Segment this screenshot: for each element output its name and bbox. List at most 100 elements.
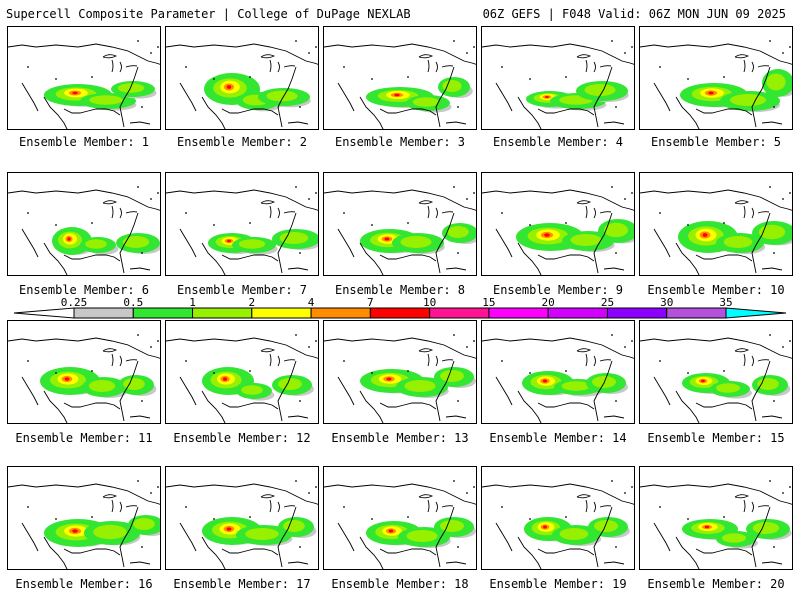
map-island-dot [457, 546, 459, 548]
map-island-dot [789, 46, 791, 48]
ensemble-member-map [481, 172, 635, 276]
map-boundary-line [537, 402, 595, 410]
colorbar-segment [369, 307, 431, 319]
map-canvas [324, 480, 476, 569]
product-title: Supercell Composite Parameter | College … [6, 7, 411, 21]
map-island-dot [157, 46, 159, 48]
map-island-dot [615, 252, 617, 254]
map-boundary-line [640, 337, 792, 359]
ensemble-member-label: Ensemble Member: 7 [176, 283, 308, 297]
map-island-dot [141, 106, 143, 108]
map-island-dot [213, 78, 215, 80]
map-boundary-line [761, 415, 783, 419]
map-island-dot [137, 480, 139, 482]
map-island-dot [371, 518, 373, 520]
map-canvas [8, 480, 160, 569]
map-boundary-line [201, 242, 226, 275]
model-run-valid-time: 06Z GEFS | F048 Valid: 06Z MON JUN 09 20… [482, 7, 786, 21]
map-boundary-line [324, 337, 476, 359]
ensemble-member-map [323, 320, 477, 424]
map-island-dot [343, 66, 345, 68]
map-boundary-line [63, 402, 121, 410]
map-canvas [166, 480, 318, 569]
map-island-dot [624, 492, 626, 494]
map-boundary-line [324, 189, 476, 211]
map-island-dot [615, 546, 617, 548]
colorbar-max-arrow [725, 307, 787, 319]
map-boundary-line [576, 494, 612, 513]
map-boundary-line [695, 402, 753, 410]
map-boundary-line [324, 43, 476, 65]
scp-contour-area [278, 517, 317, 538]
map-island-dot [782, 346, 784, 348]
ensemble-member-label: Ensemble Member: 13 [331, 431, 469, 445]
ensemble-member-label: Ensemble Member: 16 [15, 577, 153, 591]
ensemble-member-map [481, 466, 635, 570]
map-island-dot [723, 516, 725, 518]
map-island-dot [91, 516, 93, 518]
map-island-dot [565, 370, 567, 372]
map-island-dot [782, 198, 784, 200]
map-island-dot [789, 340, 791, 342]
map-boundary-line [379, 548, 437, 556]
map-island-dot [137, 40, 139, 42]
map-boundary-line [603, 267, 625, 271]
map-canvas [640, 186, 792, 275]
map-island-dot [137, 186, 139, 188]
map-boundary-line [435, 66, 455, 128]
ensemble-member-label: Ensemble Member: 4 [492, 135, 624, 149]
map-boundary-line [445, 267, 467, 271]
map-boundary-line [43, 536, 68, 569]
map-island-dot [407, 516, 409, 518]
map-boundary-line [653, 82, 671, 112]
map-boundary-line [277, 506, 297, 568]
map-island-dot [295, 40, 297, 42]
map-island-dot [315, 340, 317, 342]
map-boundary-line [517, 96, 542, 129]
map-island-dot [137, 334, 139, 336]
map-boundary-line [166, 337, 318, 359]
scp-contour-area [80, 93, 137, 111]
map-island-dot [185, 212, 187, 214]
map-island-dot [308, 198, 310, 200]
map-canvas [482, 40, 634, 129]
map-island-dot [453, 334, 455, 336]
scp-contour-area [752, 375, 791, 396]
map-boundary-line [260, 348, 296, 367]
map-boundary-line [337, 228, 355, 258]
colorbar-tick-label: 15 [482, 296, 496, 309]
map-boundary-line [43, 242, 68, 275]
ensemble-member-map [481, 320, 635, 424]
map-island-dot [773, 252, 775, 254]
map-boundary-line [287, 121, 309, 125]
ensemble-member-map [165, 172, 319, 276]
colorbar-tick-label: 0.25 [60, 296, 88, 309]
colorbar-segment [310, 307, 371, 319]
map-island-dot [453, 186, 455, 188]
map-island-dot [150, 492, 152, 494]
map-boundary-line [129, 267, 151, 271]
ensemble-member-map [165, 320, 319, 424]
map-boundary-line [119, 360, 139, 422]
map-boundary-line [482, 483, 634, 505]
map-island-dot [565, 516, 567, 518]
map-island-dot [185, 66, 187, 68]
map-boundary-line [359, 390, 384, 423]
map-island-dot [150, 198, 152, 200]
map-boundary-line [603, 121, 625, 125]
map-boundary-line [640, 483, 792, 505]
map-boundary-line [495, 376, 513, 406]
map-boundary-line [675, 536, 700, 569]
map-canvas [640, 334, 792, 423]
map-boundary-line [445, 415, 467, 419]
map-island-dot [185, 360, 187, 362]
map-boundary-line [761, 121, 783, 125]
ensemble-member-label: Ensemble Member: 11 [15, 431, 153, 445]
colorbar-segment [666, 307, 727, 319]
ensemble-member-label: Ensemble Member: 2 [176, 135, 308, 149]
map-island-dot [769, 186, 771, 188]
map-boundary-line [603, 561, 625, 565]
map-island-dot [141, 252, 143, 254]
map-boundary-line [119, 66, 139, 128]
